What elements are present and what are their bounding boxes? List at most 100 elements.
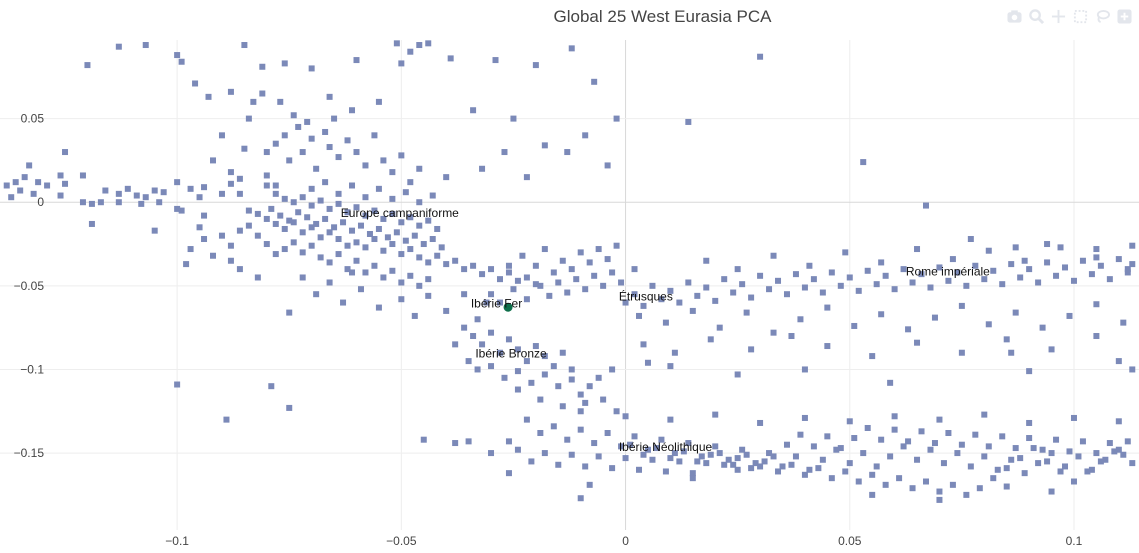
data-point[interactable] <box>757 272 764 279</box>
data-point[interactable] <box>340 219 347 226</box>
data-point[interactable] <box>622 413 629 420</box>
data-point[interactable] <box>420 436 427 443</box>
data-point[interactable] <box>586 481 593 488</box>
data-point[interactable] <box>954 450 961 457</box>
data-point[interactable] <box>622 299 629 306</box>
data-point[interactable] <box>1115 358 1122 365</box>
data-point[interactable] <box>1129 366 1136 373</box>
data-point[interactable] <box>1124 269 1131 276</box>
data-point[interactable] <box>286 157 293 164</box>
data-point[interactable] <box>501 374 508 381</box>
data-point[interactable] <box>806 466 813 473</box>
data-point[interactable] <box>878 259 885 266</box>
data-point[interactable] <box>317 197 324 204</box>
data-point[interactable] <box>896 475 903 482</box>
data-point[interactable] <box>174 52 181 59</box>
data-point[interactable] <box>582 399 589 406</box>
data-point[interactable] <box>313 220 320 227</box>
data-point[interactable] <box>57 192 64 199</box>
data-point[interactable] <box>909 279 916 286</box>
data-point[interactable] <box>308 242 315 249</box>
data-point[interactable] <box>949 256 956 263</box>
data-point[interactable] <box>703 257 710 264</box>
data-point[interactable] <box>1062 264 1069 271</box>
data-point[interactable] <box>595 453 602 460</box>
data-point[interactable] <box>416 222 423 229</box>
data-point[interactable] <box>201 184 208 191</box>
data-point[interactable] <box>124 185 131 192</box>
data-point[interactable] <box>891 413 898 420</box>
data-point[interactable] <box>1021 470 1028 477</box>
data-point[interactable] <box>407 272 414 279</box>
data-point[interactable] <box>766 450 773 457</box>
data-point[interactable] <box>218 232 225 239</box>
data-point[interactable] <box>349 107 356 114</box>
data-point[interactable] <box>1057 244 1064 251</box>
data-point[interactable] <box>1079 257 1086 264</box>
data-point[interactable] <box>1026 435 1033 442</box>
data-point[interactable] <box>532 262 539 269</box>
data-point[interactable] <box>407 48 414 55</box>
data-point[interactable] <box>142 194 149 201</box>
data-point[interactable] <box>537 430 544 437</box>
data-point[interactable] <box>236 266 243 273</box>
data-point[interactable] <box>210 157 217 164</box>
data-point[interactable] <box>452 341 459 348</box>
data-point[interactable] <box>891 286 898 293</box>
data-point[interactable] <box>555 461 562 468</box>
data-point[interactable] <box>815 465 822 472</box>
data-point[interactable] <box>299 249 306 256</box>
data-point[interactable] <box>281 132 288 139</box>
data-point[interactable] <box>1026 368 1033 375</box>
data-point[interactable] <box>1035 460 1042 467</box>
data-point[interactable] <box>196 224 203 231</box>
data-point[interactable] <box>707 451 714 458</box>
data-point[interactable] <box>519 252 526 259</box>
data-point[interactable] <box>1021 257 1028 264</box>
data-point[interactable] <box>797 431 804 438</box>
data-point[interactable] <box>1088 466 1095 473</box>
data-point[interactable] <box>35 179 42 186</box>
data-point[interactable] <box>725 456 732 463</box>
data-point[interactable] <box>505 470 512 477</box>
data-point[interactable] <box>640 451 647 458</box>
data-point[interactable] <box>1066 312 1073 319</box>
data-point[interactable] <box>474 316 481 323</box>
data-point[interactable] <box>492 57 499 64</box>
data-point[interactable] <box>290 199 297 206</box>
data-point[interactable] <box>443 261 450 268</box>
data-point[interactable] <box>407 214 414 221</box>
data-point[interactable] <box>523 174 530 181</box>
data-point[interactable] <box>1129 242 1136 249</box>
data-point[interactable] <box>389 169 396 176</box>
data-point[interactable] <box>375 185 382 192</box>
data-point[interactable] <box>317 234 324 241</box>
data-point[interactable] <box>1075 453 1082 460</box>
data-point[interactable] <box>425 276 432 283</box>
data-point[interactable] <box>1093 450 1100 457</box>
data-point[interactable] <box>783 291 790 298</box>
data-point[interactable] <box>380 157 387 164</box>
data-point[interactable] <box>138 200 145 207</box>
data-point[interactable] <box>178 58 185 65</box>
data-point[interactable] <box>985 321 992 328</box>
data-point[interactable] <box>909 485 916 492</box>
data-point[interactable] <box>559 403 566 410</box>
data-point[interactable] <box>985 247 992 254</box>
data-point[interactable] <box>739 281 746 288</box>
data-point[interactable] <box>1129 261 1136 268</box>
data-point[interactable] <box>263 172 270 179</box>
data-point[interactable] <box>290 219 297 226</box>
data-point[interactable] <box>326 144 333 151</box>
data-point[interactable] <box>407 246 414 253</box>
data-point[interactable] <box>1115 256 1122 263</box>
data-point[interactable] <box>1070 414 1077 421</box>
data-point[interactable] <box>869 491 876 498</box>
data-point[interactable] <box>1120 451 1127 458</box>
data-point[interactable] <box>1088 271 1095 278</box>
data-point[interactable] <box>272 190 279 197</box>
data-point[interactable] <box>1003 336 1010 343</box>
data-point[interactable] <box>227 180 234 187</box>
data-point[interactable] <box>559 257 566 264</box>
